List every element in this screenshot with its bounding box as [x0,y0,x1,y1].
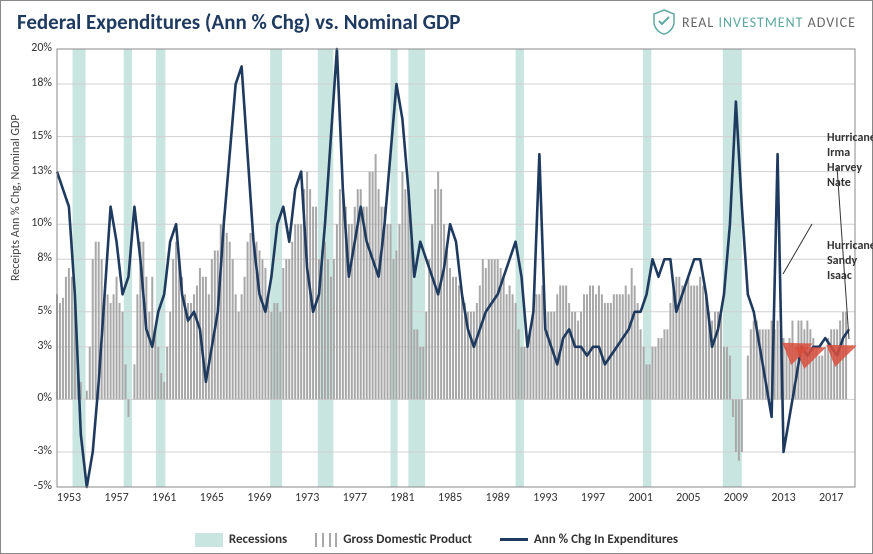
exp-swatch [500,538,528,541]
chart-container: Federal Expenditures (Ann % Chg) vs. Nom… [0,0,873,554]
logo-text-1: REAL [682,14,718,31]
x-tick-label: 2017 [819,491,843,505]
x-tick-label: 1981 [390,491,414,505]
x-tick-label: 1993 [533,491,557,505]
y-tick-label: 8% [16,251,52,265]
x-tick-label: 1965 [200,491,224,505]
x-tick-label: 1989 [486,491,510,505]
legend-exp-label: Ann % Chg In Expenditures [534,532,678,547]
logo-text-3: ADVICE [804,14,857,31]
y-tick-label: 20% [16,41,52,55]
legend-recessions-label: Recessions [229,532,287,547]
plot-svg [57,49,855,487]
x-tick-label: 2013 [771,491,795,505]
legend-gdp-label: Gross Domestic Product [343,532,472,547]
x-tick-label: 1957 [104,491,128,505]
y-tick-label: 18% [16,76,52,90]
x-tick-label: 1961 [152,491,176,505]
x-tick-label: 2005 [676,491,700,505]
x-tick-label: 2009 [724,491,748,505]
gdp-swatch [315,533,337,547]
legend-gdp: Gross Domestic Product [315,532,472,547]
x-tick-label: 1997 [581,491,605,505]
chart-title: Federal Expenditures (Ann % Chg) vs. Nom… [17,9,460,35]
brand-logo: REAL INVESTMENT ADVICE [652,9,856,35]
y-tick-label: 0% [16,391,52,405]
legend-recessions: Recessions [195,532,287,547]
y-tick-label: -3% [16,444,52,458]
y-tick-label: 10% [16,216,52,230]
y-tick-label: 3% [16,339,52,353]
header: Federal Expenditures (Ann % Chg) vs. Nom… [1,1,872,39]
x-tick-label: 1973 [295,491,319,505]
x-tick-label: 1977 [343,491,367,505]
x-tick-label: 1953 [57,491,81,505]
legend: Recessions Gross Domestic Product Ann % … [1,532,872,547]
logo-text: REAL INVESTMENT ADVICE [682,14,856,31]
plot-area [57,49,855,487]
x-tick-label: 2001 [628,491,652,505]
y-tick-label: -5% [16,479,52,493]
y-tick-label: 13% [16,164,52,178]
y-tick-label: 15% [16,129,52,143]
x-tick-label: 1969 [247,491,271,505]
y-tick-label: 5% [16,304,52,318]
logo-text-2: INVESTMENT [718,14,803,31]
annotation-sandy: HurricanesSandyIsaac [827,239,873,284]
annotation-irma: HurricanesIrmaHarveyNate [827,131,873,191]
x-tick-label: 1985 [438,491,462,505]
recession-swatch [195,533,223,547]
legend-exp: Ann % Chg In Expenditures [500,532,678,547]
shield-icon [652,9,676,35]
